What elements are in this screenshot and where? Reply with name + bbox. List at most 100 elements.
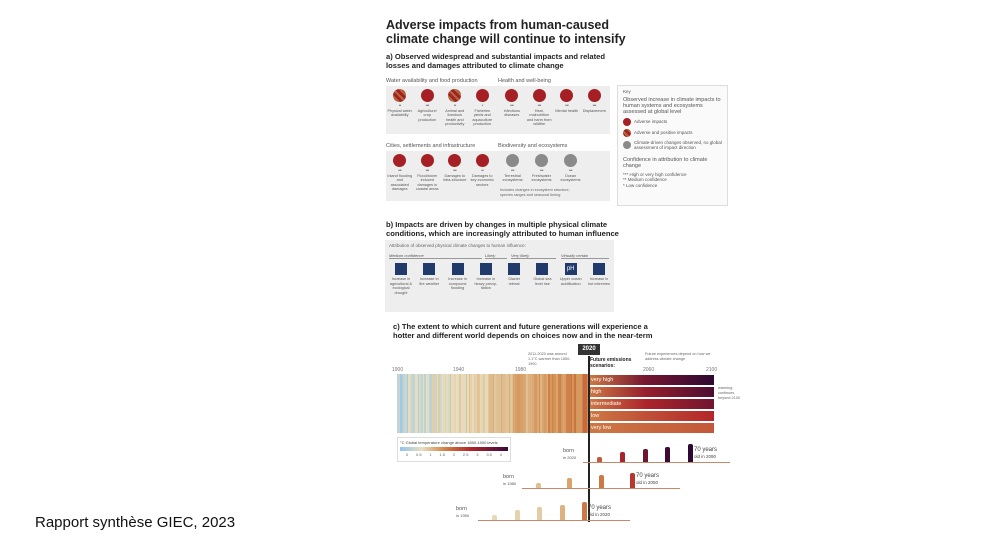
driver-icon (508, 263, 521, 275)
warming-stripe (508, 374, 511, 433)
warming-stripe (554, 374, 557, 433)
warming-stripe (519, 374, 522, 433)
warming-stripe (494, 374, 496, 433)
warming-stripe (441, 374, 444, 433)
born-label: born in 1950 (456, 506, 470, 518)
impact-label: Flood/storm induced damages in coastal a… (415, 173, 439, 192)
warming-stripe (489, 374, 492, 433)
warming-stripe (526, 374, 528, 433)
warming-stripe (542, 374, 544, 433)
born-label: born in 2020 (563, 448, 576, 460)
driver-icon (536, 263, 549, 275)
warming-stripe (468, 374, 471, 433)
warming-stripe (572, 374, 574, 433)
impact-item: *** Ocean ecosystems (558, 154, 583, 183)
warming-stripe (452, 374, 455, 433)
impact-icon (506, 154, 519, 167)
warming-stripe (502, 374, 504, 433)
legend-tick: 0.5 (416, 452, 422, 457)
warming-stripe (420, 374, 423, 433)
climate-driver: Global sea level rise (530, 263, 554, 295)
confidence-entry: *** High or very high confidence (623, 171, 687, 177)
impact-icon (535, 154, 548, 167)
person-figure (567, 477, 573, 488)
warming-stripe (556, 374, 558, 433)
warming-stripe (573, 374, 576, 433)
impact-icon (505, 89, 519, 102)
warming-stripe (411, 374, 413, 433)
impact-icon (564, 154, 577, 167)
climate-driver: Glacier retreat (502, 263, 526, 295)
driver-label: Increase in fire weather (419, 277, 440, 286)
person-figure (537, 507, 542, 520)
impact-icon (475, 89, 489, 102)
year-tick: 1980 (515, 367, 527, 373)
warming-stripe (428, 374, 431, 433)
warming-stripe (545, 374, 547, 433)
warming-stripe (398, 374, 401, 433)
born-year: in 1950 (456, 512, 470, 518)
confidence-entry: ** Medium confidence (623, 177, 667, 182)
legend-tick: 2.5 (462, 452, 469, 457)
driver-label: Increase in heavy precip-itation (474, 277, 498, 290)
warming-stripe (430, 374, 433, 433)
warming-stripe (497, 374, 499, 433)
impact-label: Fisheries yields and aquaculture product… (472, 108, 493, 127)
impact-item: * Fisheries yields and aquaculture produc… (470, 89, 495, 127)
legend-tick: 2 (452, 452, 456, 457)
climate-driver: Increase in fire weather (417, 263, 441, 295)
impact-icon (420, 89, 434, 102)
group-label: Water availability and food production (386, 78, 478, 84)
impact-item: *** Inland flooding and associated damage… (387, 154, 412, 192)
warming-stripe (403, 374, 405, 433)
warming-stripe (422, 374, 425, 433)
warming-stripe (530, 374, 533, 433)
old-year: old in 2050 (636, 479, 659, 485)
infographic-title: Adverse impacts from human-caused climat… (386, 18, 626, 46)
born-year: in 1980 (503, 480, 517, 486)
person-figure (559, 504, 565, 520)
impact-label: Mental health (555, 108, 579, 113)
warming-stripe (455, 374, 458, 433)
warming-stripe (406, 374, 409, 433)
key-entry: Adverse impacts (634, 118, 668, 124)
impact-icon (393, 89, 407, 102)
person-figure (582, 502, 587, 520)
warming-stripe (561, 374, 563, 433)
caption: Rapport synthèse GIEC, 2023 (35, 514, 236, 531)
warming-stripe (537, 374, 539, 433)
panel-a-heading: a) Observed widespread and substantial i… (386, 52, 606, 70)
driver-label: Increase in compound flooding (448, 277, 467, 290)
confidence-stars: *** (510, 103, 514, 108)
warming-stripe (535, 374, 538, 433)
legend-tick: 3.5 (486, 452, 492, 457)
warming-stripe (551, 374, 554, 433)
warming-stripe (409, 374, 412, 433)
driver-label: Increase in hot extremes (587, 277, 610, 286)
confidence-stars: *** (425, 168, 430, 173)
warming-stripe (570, 374, 573, 433)
confidence-stars: *** (537, 103, 542, 108)
year-2020-marker: 2020 (578, 344, 600, 355)
warming-stripe (438, 374, 441, 433)
generation-timeline (478, 520, 630, 521)
warming-stripe (543, 374, 546, 433)
warming-stripe (451, 374, 453, 433)
warming-stripe (580, 374, 582, 433)
driver-icon (479, 263, 492, 275)
panel-b-box: Attribution of observed physical climate… (385, 240, 614, 312)
warming-stripe (567, 374, 570, 433)
confidence-entry: * Low confidence (623, 182, 658, 188)
warming-stripe (433, 374, 436, 433)
driver-icon (451, 263, 464, 275)
scenario-band: low (589, 410, 714, 421)
person-figure (492, 515, 497, 520)
warming-stripe (529, 374, 531, 433)
impact-label: Freshwater ecosystems (531, 173, 552, 183)
warming-stripe (454, 374, 456, 433)
warming-stripe (565, 374, 568, 433)
climate-driver: Increase in hot extremes (587, 263, 611, 295)
climate-driver: Increase in agricultural & ecological dr… (389, 263, 413, 295)
scenario-label: high (591, 389, 602, 395)
group-note: Includes changes in ecosystem structure,… (500, 188, 570, 197)
